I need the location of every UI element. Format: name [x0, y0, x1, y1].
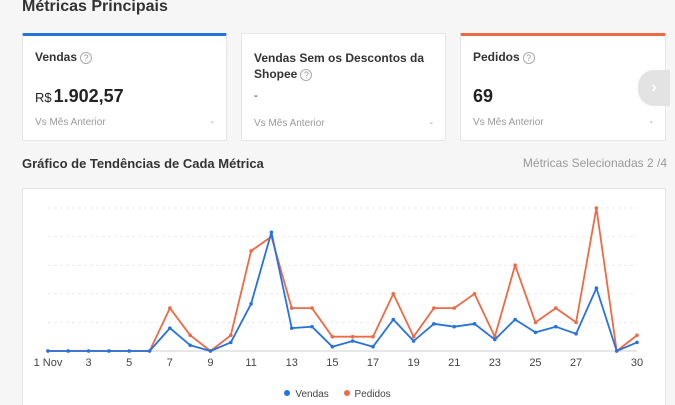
data-point-vendas[interactable]	[493, 337, 497, 342]
data-point-pedidos[interactable]	[330, 334, 335, 339]
card-title: Vendas?	[35, 49, 210, 65]
data-point-vendas[interactable]	[432, 322, 436, 326]
data-point-vendas[interactable]	[472, 322, 477, 326]
data-point-vendas[interactable]	[411, 339, 416, 343]
chevron-right-icon: ›	[651, 79, 657, 96]
data-point-vendas[interactable]	[289, 326, 294, 330]
data-point-vendas[interactable]	[127, 349, 132, 353]
data-point-pedidos[interactable]	[350, 334, 355, 339]
data-point-vendas[interactable]	[147, 349, 152, 353]
series-line-vendas	[48, 231, 638, 352]
data-point-pedidos[interactable]	[635, 333, 639, 338]
data-point-pedidos[interactable]	[371, 334, 375, 339]
data-point-vendas[interactable]	[249, 302, 253, 306]
card-comparison-label: Vs Mês Anterior	[254, 118, 325, 129]
data-point-vendas[interactable]	[553, 324, 558, 329]
x-tick-label: 23	[489, 357, 501, 369]
data-point-pedidos[interactable]	[452, 306, 457, 310]
chart-title: Gráfico de Tendências de Cada Métrica	[22, 156, 264, 171]
trend-chart	[22, 188, 666, 405]
data-point-pedidos[interactable]	[188, 333, 192, 338]
data-point-pedidos[interactable]	[513, 263, 517, 268]
data-point-vendas[interactable]	[513, 317, 517, 322]
data-point-pedidos[interactable]	[168, 306, 172, 310]
card-delta: -	[649, 117, 653, 128]
chart-legend: Vendas Pedidos	[0, 389, 675, 400]
x-tick-label: 21	[448, 357, 460, 369]
card-comparison-label: Vs Mês Anterior	[35, 117, 106, 128]
data-point-vendas[interactable]	[330, 344, 335, 349]
data-point-vendas[interactable]	[86, 349, 91, 353]
data-point-pedidos[interactable]	[310, 306, 314, 310]
data-point-vendas[interactable]	[228, 340, 233, 345]
data-point-vendas[interactable]	[208, 349, 213, 353]
card-title: Pedidos?	[473, 49, 648, 65]
legend-dot	[284, 390, 291, 396]
x-tick-label: 13	[286, 357, 298, 369]
data-point-pedidos[interactable]	[594, 206, 599, 210]
legend-item-pedidos[interactable]: Pedidos	[343, 389, 391, 400]
data-point-vendas[interactable]	[66, 349, 71, 353]
x-tick-label: 17	[367, 357, 379, 369]
card-comparison-label: Vs Mês Anterior	[473, 117, 544, 128]
data-point-vendas[interactable]	[391, 317, 396, 322]
x-tick-label: 9	[207, 357, 213, 369]
x-tick-label: 7	[167, 357, 173, 369]
data-point-vendas[interactable]	[594, 286, 599, 290]
data-point-pedidos[interactable]	[574, 320, 578, 325]
data-point-vendas[interactable]	[46, 349, 50, 353]
data-point-vendas[interactable]	[574, 332, 578, 336]
data-point-vendas[interactable]	[371, 344, 375, 349]
help-icon[interactable]: ?	[300, 69, 313, 81]
data-point-vendas[interactable]	[310, 324, 314, 329]
x-tick-label: 11	[245, 357, 256, 369]
x-tick-label: 27	[570, 357, 582, 369]
legend-item-vendas[interactable]: Vendas	[284, 389, 329, 400]
data-point-pedidos[interactable]	[432, 306, 436, 310]
data-point-vendas[interactable]	[188, 343, 192, 348]
metric-card-vendas-sem-descontos[interactable]: Vendas Sem os Descontos da Shopee? - Vs …	[241, 33, 446, 141]
metric-card-vendas[interactable]: Vendas? R$ 1.902,57 Vs Mês Anterior -	[22, 33, 227, 141]
data-point-pedidos[interactable]	[228, 333, 233, 338]
card-value: 69	[473, 86, 494, 106]
metrics-selected-link[interactable]: Métricas Selecionadas 2 /4	[522, 156, 667, 170]
data-point-pedidos[interactable]	[391, 292, 396, 296]
data-point-vendas[interactable]	[168, 326, 172, 330]
legend-dot	[343, 390, 350, 396]
card-delta: -	[210, 117, 214, 128]
card-delta: -	[429, 118, 433, 129]
x-tick-label: 25	[529, 357, 541, 369]
x-tick-label: 1 Nov	[34, 357, 63, 369]
data-point-vendas[interactable]	[452, 324, 457, 329]
data-point-pedidos[interactable]	[249, 249, 253, 253]
data-point-pedidos[interactable]	[289, 306, 294, 310]
data-point-vendas[interactable]	[533, 330, 538, 335]
data-point-vendas[interactable]	[107, 349, 111, 353]
help-icon[interactable]: ?	[80, 52, 93, 64]
data-point-pedidos[interactable]	[553, 306, 558, 310]
data-point-vendas[interactable]	[350, 339, 355, 343]
data-point-pedidos[interactable]	[411, 334, 416, 339]
data-point-vendas[interactable]	[635, 340, 639, 345]
card-value: -	[254, 90, 258, 102]
card-value: R$ 1.902,57	[35, 86, 124, 106]
data-point-pedidos[interactable]	[472, 292, 477, 296]
metric-cards: Vendas? R$ 1.902,57 Vs Mês Anterior - Ven…	[22, 33, 666, 141]
data-point-pedidos[interactable]	[533, 320, 538, 325]
card-title: Vendas Sem os Descontos da Shopee?	[254, 51, 425, 81]
x-tick-label: 19	[407, 357, 419, 369]
x-tick-label: 30	[631, 357, 643, 369]
metric-card-pedidos[interactable]: Pedidos? 69 Vs Mês Anterior -	[460, 33, 666, 141]
next-cards-button[interactable]: ›	[638, 70, 670, 106]
x-tick-label: 5	[126, 357, 132, 369]
page-title: Métricas Principais	[22, 0, 168, 15]
x-tick-label: 15	[326, 357, 338, 369]
x-tick-label: 3	[86, 357, 92, 369]
help-icon[interactable]: ?	[522, 52, 535, 64]
data-point-vendas[interactable]	[614, 349, 619, 353]
data-point-vendas[interactable]	[269, 230, 274, 235]
